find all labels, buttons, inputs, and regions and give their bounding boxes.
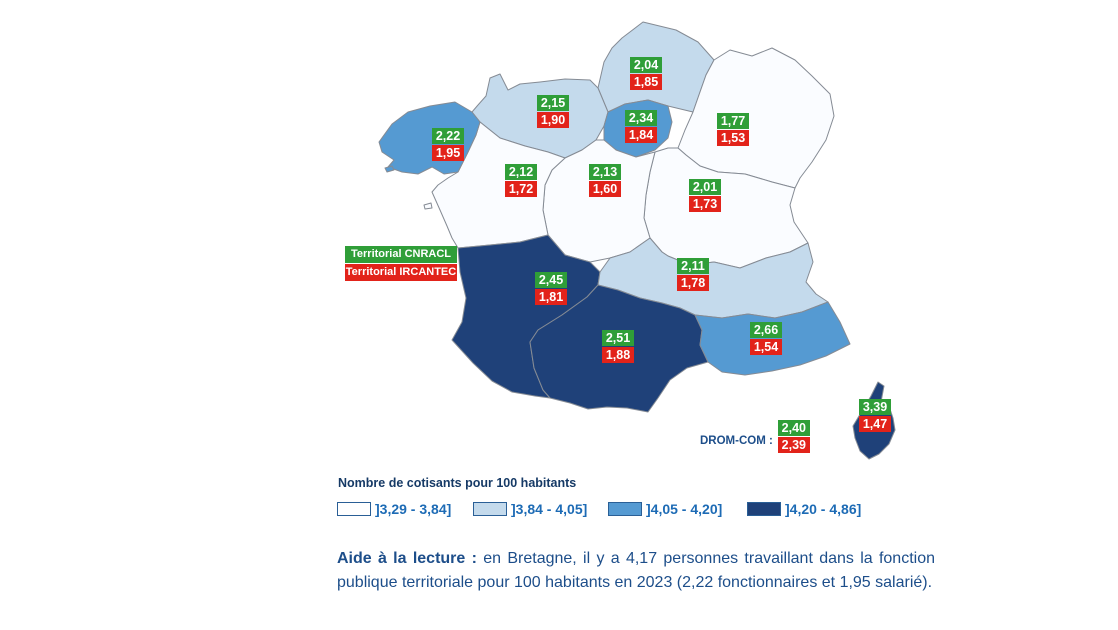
cnracl-key-label: Territorial CNRACL: [345, 246, 457, 263]
cnracl-value-box: 2,12: [505, 164, 537, 180]
reading-note-text: en Bretagne, il y a 4,17 personnes trava…: [337, 550, 935, 591]
region-label-corse: 3,39 1,47: [859, 399, 891, 432]
region-label-auvergne-rhone-alpes: 2,11 1,78: [677, 258, 709, 291]
drom-com-row: DROM-COM : 2,40 2,39: [700, 420, 810, 453]
cnracl-value-box: 2,66: [750, 322, 782, 338]
ircantec-value-box: 1,60: [589, 181, 621, 197]
region-label-bourgogne-franche-comte: 2,01 1,73: [689, 179, 721, 212]
ircantec-key-label: Territorial IRCANTEC: [345, 264, 457, 281]
cnracl-value-box: 2,11: [677, 258, 709, 274]
ircantec-value-box: 1,54: [750, 339, 782, 355]
legend-range-label-4: ]4,20 - 4,86]: [785, 501, 862, 517]
island-belle-ile: [384, 165, 395, 173]
ircantec-value-box: 1,53: [717, 130, 749, 146]
legend-range-label-3: ]4,05 - 4,20]: [646, 501, 723, 517]
island-noirmoutier: [423, 202, 433, 210]
ircantec-value-box: 1,88: [602, 347, 634, 363]
ircantec-value-box: 1,85: [630, 74, 662, 90]
map-series-key: Territorial CNRACL Territorial IRCANTEC: [345, 246, 457, 281]
cnracl-value-box: 1,77: [717, 113, 749, 129]
drom-com-label: DROM-COM :: [700, 434, 773, 447]
cnracl-value-box: 2,15: [537, 95, 569, 111]
legend-range-label-2: ]3,84 - 4,05]: [511, 501, 588, 517]
cnracl-value-box: 2,13: [589, 164, 621, 180]
region-label-grand-est: 1,77 1,53: [717, 113, 749, 146]
cnracl-value-box: 2,22: [432, 128, 464, 144]
region-label-centre-val-de-loire: 2,13 1,60: [589, 164, 621, 197]
ircantec-value-box: 1,72: [505, 181, 537, 197]
ircantec-value-box: 1,81: [535, 289, 567, 305]
legend-swatch-2: [473, 502, 507, 516]
cnracl-value-box: 2,51: [602, 330, 634, 346]
legend-swatch-1: [337, 502, 371, 516]
legend-class-item-4: ]4,20 - 4,86]: [747, 501, 861, 517]
legend-class-item-3: ]4,05 - 4,20]: [608, 501, 722, 517]
legend-class-item-1: ]3,29 - 3,84]: [337, 501, 451, 517]
legend-swatch-3: [608, 502, 642, 516]
cnracl-value-box: 2,40: [777, 420, 810, 436]
cnracl-value-box: 3,39: [859, 399, 891, 415]
reading-note: Aide à la lecture : en Bretagne, il y a …: [337, 547, 935, 595]
region-label-nouvelle-aquitaine: 2,45 1,81: [535, 272, 567, 305]
region-label-normandie: 2,15 1,90: [537, 95, 569, 128]
cnracl-value-box: 2,34: [625, 110, 657, 126]
ircantec-value-box: 1,47: [859, 416, 891, 432]
reading-note-lead: Aide à la lecture :: [337, 550, 477, 567]
region-label-hauts-de-france: 2,04 1,85: [630, 57, 662, 90]
region-label-bretagne: 2,22 1,95: [432, 128, 464, 161]
region-label-ile-de-france: 2,34 1,84: [625, 110, 657, 143]
ircantec-value-box: 1,78: [677, 275, 709, 291]
region-provence-alpes-cote-d-azur: [694, 301, 851, 376]
cnracl-value-box: 2,01: [689, 179, 721, 195]
cnracl-value-box: 2,04: [630, 57, 662, 73]
drom-com-values: 2,40 2,39: [777, 420, 810, 453]
ircantec-value-box: 1,90: [537, 112, 569, 128]
ircantec-value-box: 2,39: [777, 437, 810, 453]
legend-range-label-1: ]3,29 - 3,84]: [375, 501, 452, 517]
legend-class-item-2: ]3,84 - 4,05]: [473, 501, 587, 517]
region-label-occitanie: 2,51 1,88: [602, 330, 634, 363]
legend-swatch-4: [747, 502, 781, 516]
ircantec-value-box: 1,95: [432, 145, 464, 161]
region-label-pays-de-la-loire: 2,12 1,72: [505, 164, 537, 197]
cnracl-value-box: 2,45: [535, 272, 567, 288]
legend-title: Nombre de cotisants pour 100 habitants: [338, 476, 577, 490]
region-label-provence-alpes-cote-d-azur: 2,66 1,54: [750, 322, 782, 355]
ircantec-value-box: 1,84: [625, 127, 657, 143]
ircantec-value-box: 1,73: [689, 196, 721, 212]
